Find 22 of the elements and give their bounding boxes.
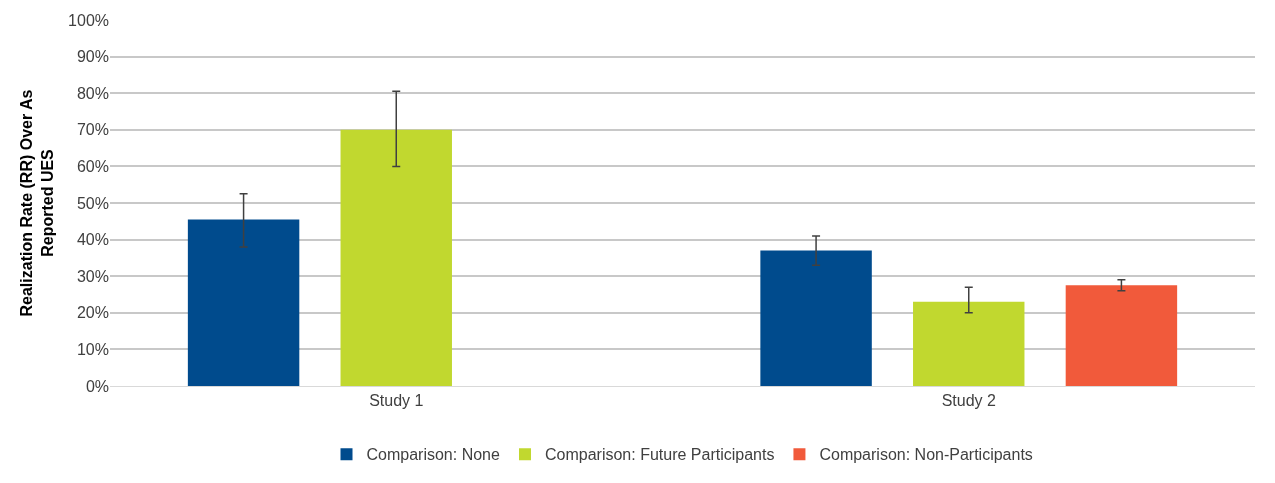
y-tick-label: 20% bbox=[76, 304, 109, 322]
legend-label: Comparison: Non-Participants bbox=[819, 446, 1033, 464]
y-tick-label: 100% bbox=[68, 11, 109, 29]
y-tick-label: 0% bbox=[85, 377, 109, 395]
legend-label: Comparison: Future Participants bbox=[545, 446, 775, 464]
y-tick-label: 30% bbox=[76, 267, 109, 285]
y-tick-label: 10% bbox=[76, 341, 109, 358]
y-tick-label: 70% bbox=[76, 121, 109, 139]
x-tick-label: Study 2 bbox=[941, 392, 996, 410]
y-tick-label: 90% bbox=[76, 48, 109, 66]
y-tick-label: 80% bbox=[76, 84, 109, 102]
bar bbox=[913, 301, 1025, 386]
y-tick-label: 60% bbox=[76, 158, 109, 175]
bar bbox=[1065, 285, 1178, 386]
legend-label: Comparison: None bbox=[366, 446, 500, 464]
x-tick-label: Study 1 bbox=[369, 392, 424, 410]
y-tick-label: 40% bbox=[76, 231, 109, 249]
y-axis-title: Realization Rate (RR) Over As Reported UES bbox=[18, 89, 56, 317]
bar bbox=[340, 129, 452, 386]
y-tick-label: 50% bbox=[76, 194, 109, 212]
bar bbox=[760, 250, 872, 386]
bar bbox=[187, 219, 300, 386]
